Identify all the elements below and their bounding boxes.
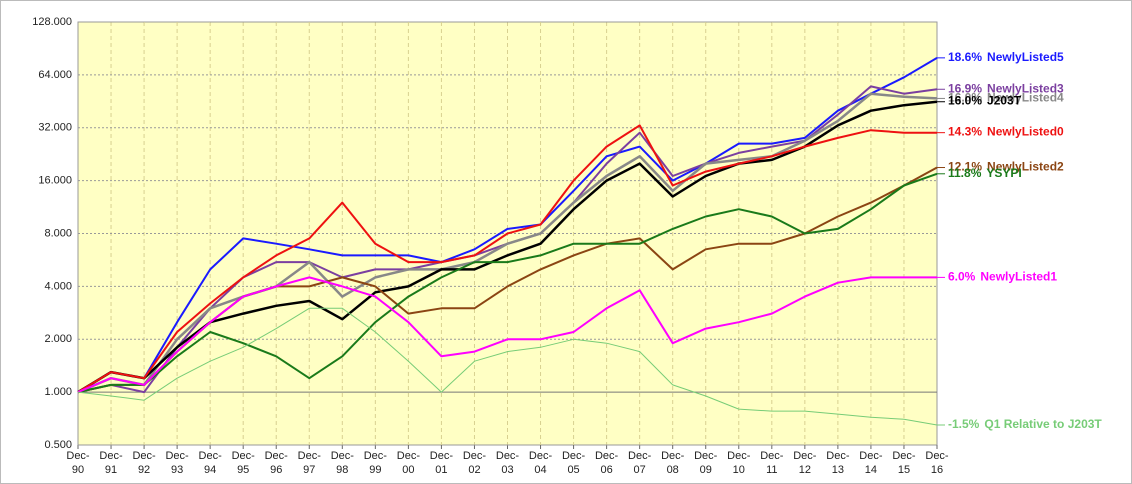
x-tick-label: Dec-14 [859, 450, 883, 476]
series-line [77, 57, 938, 393]
x-tick-label: Dec-04 [529, 450, 553, 476]
end-label-cagr: 6.0% [948, 270, 976, 284]
x-tick-label: Dec-05 [562, 450, 586, 476]
end-label-cagr: 16.9% [948, 81, 982, 95]
x-tick-label: Dec-12 [793, 450, 817, 476]
end-label-name: J203T [987, 94, 1022, 108]
x-tick-label: Dec-02 [463, 450, 487, 476]
end-label-name: NewlyListed2 [987, 160, 1064, 174]
end-label-cagr: 16.0% [948, 91, 982, 105]
x-tick-label: Dec-00 [397, 450, 421, 476]
end-label-name: NewlyListed0 [987, 125, 1064, 139]
end-label-name: Q1 Relative to J203T [984, 417, 1102, 431]
x-tick-label: Dec-09 [694, 450, 718, 476]
series-line [77, 124, 937, 393]
series-line [77, 307, 938, 426]
x-tick-label: Dec-93 [165, 450, 189, 476]
end-label-cagr: 11.8% [948, 166, 982, 180]
x-tick-label: Dec-13 [826, 450, 850, 476]
x-tick-label: Dec-08 [661, 450, 685, 476]
series-line [77, 92, 938, 394]
x-tick-label: Dec-01 [430, 450, 454, 476]
series-line [77, 172, 938, 394]
y-tick-label: 0.500 [44, 439, 72, 451]
end-label: 11.8% YSYPI [948, 166, 1022, 180]
y-tick-label: 64.000 [38, 69, 72, 81]
y-tick-label: 16.000 [38, 175, 72, 187]
end-label-cagr: 14.3% [948, 125, 982, 139]
x-tick-label: Dec-06 [595, 450, 619, 476]
end-label-name: NewlyListed1 [980, 270, 1057, 284]
y-tick-label: 32.000 [38, 122, 72, 134]
end-label: 16.0% NewlyListed4 [948, 91, 1064, 105]
x-tick-label: Dec-91 [99, 450, 123, 476]
end-label: 6.0% NewlyListed1 [948, 270, 1057, 284]
series-line [77, 276, 937, 394]
end-label-name: NewlyListed3 [987, 81, 1064, 95]
end-label: 16.9% NewlyListed3 [948, 81, 1064, 95]
x-tick-label: Dec-98 [331, 450, 355, 476]
x-tick-label: Dec-07 [628, 450, 652, 476]
x-tick-label: Dec-99 [364, 450, 388, 476]
y-tick-label: 4.000 [44, 280, 72, 292]
end-label: -1.5% Q1 Relative to J203T [948, 417, 1102, 431]
x-tick-label: Dec-16 [925, 450, 949, 476]
x-tick-label: Dec-96 [265, 450, 289, 476]
y-tick-label: 8.000 [44, 227, 72, 239]
end-label: 12.1% NewlyListed2 [948, 160, 1064, 174]
end-label: 16.0% J203T [948, 94, 1022, 108]
end-label-cagr: 18.6% [948, 50, 982, 64]
y-tick-label: 1.000 [44, 386, 72, 398]
end-label-cagr: -1.5% [948, 417, 980, 431]
x-tick-label: Dec-15 [892, 450, 916, 476]
y-tick-label: 128.000 [32, 16, 72, 28]
x-tick-label: Dec-90 [66, 450, 90, 476]
x-tick-label: Dec-97 [298, 450, 322, 476]
x-tick-label: Dec-03 [496, 450, 520, 476]
end-label-name: YSYPI [986, 166, 1021, 180]
x-tick-label: Dec-94 [199, 450, 223, 476]
y-tick-label: 2.000 [44, 333, 72, 345]
end-label-name: NewlyListed4 [987, 91, 1064, 105]
x-tick-label: Dec-95 [232, 450, 256, 476]
end-label-cagr: 16.0% [948, 94, 982, 108]
end-label: 14.3% NewlyListed0 [948, 125, 1064, 139]
end-label-name: NewlyListed5 [987, 50, 1064, 64]
series-line [77, 100, 938, 394]
end-label-cagr: 12.1% [948, 160, 982, 174]
x-tick-label: Dec-10 [727, 450, 751, 476]
x-tick-label: Dec-11 [760, 450, 784, 476]
x-tick-label: Dec-92 [132, 450, 156, 476]
end-label: 18.6% NewlyListed5 [948, 50, 1064, 64]
